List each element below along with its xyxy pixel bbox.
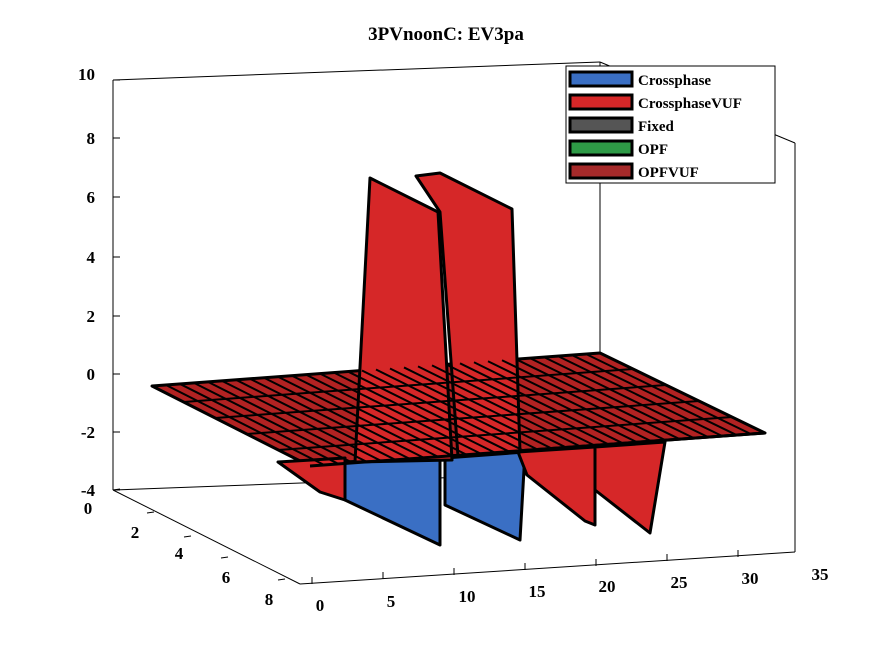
plane-hatch-line <box>183 368 634 403</box>
x-tick-label: 5 <box>387 592 396 611</box>
plane-hatch <box>165 353 752 466</box>
x-tick-label: 25 <box>671 573 688 592</box>
legend-label-crossphasevuf: CrossphaseVUF <box>638 96 742 112</box>
legend-label-opf: OPF <box>638 142 668 158</box>
plane-hatch-line <box>179 383 339 465</box>
y-tick-label: 0 <box>84 499 93 518</box>
plane-hatch-line <box>291 374 453 457</box>
x-tick-label: 20 <box>599 577 616 596</box>
plane-hatch-line <box>375 368 538 451</box>
z-tick-label: 10 <box>78 65 95 84</box>
z-tick-label: -2 <box>81 423 95 442</box>
surface-crossphase-vuf-trough-1 <box>516 445 597 527</box>
y-tick-label: 2 <box>131 523 140 542</box>
y-tick-label: 6 <box>222 568 231 587</box>
x-tick-label: 30 <box>742 569 759 588</box>
plane-hatch-line <box>417 365 581 448</box>
plane-hatch-line <box>571 354 737 436</box>
plane-hatch-line <box>277 375 439 458</box>
plane-hatch-line <box>585 353 752 435</box>
y-tick-mark <box>220 556 229 559</box>
plane-hatch-line <box>431 364 595 447</box>
y-tick-label: 4 <box>175 544 184 563</box>
surface-group <box>150 171 767 547</box>
legend-swatch-fixed <box>568 116 634 134</box>
y-tick-mark <box>277 578 286 581</box>
plane-hatch-line <box>473 361 638 444</box>
z-tick-label: 4 <box>87 248 96 267</box>
plane-hatch-line <box>215 384 667 419</box>
y-tick-mark <box>183 535 192 538</box>
plane-hatch-line <box>305 373 467 456</box>
plane-hatch-line <box>347 370 510 453</box>
plane-hatch-line <box>459 362 624 445</box>
plane-hatch-line <box>389 367 553 450</box>
z-tick-label: 6 <box>87 188 96 207</box>
y-tick-label: 8 <box>265 590 274 609</box>
legend: Crossphase CrossphaseVUF Fixed OPF OPFVU… <box>565 65 776 184</box>
y-ticks: 0 2 4 6 8 <box>84 488 286 609</box>
surface-crossphase-lobe-1 <box>343 455 442 547</box>
surface-crossphase-vuf-left-dip <box>276 456 347 502</box>
plane-hatch-line <box>221 379 382 462</box>
plane-hatch-line <box>557 355 723 437</box>
plane-hatch-line <box>263 376 425 459</box>
legend-swatch-crossphase <box>568 70 634 88</box>
legend-label-crossphase: Crossphase <box>638 73 711 89</box>
plane-hatch-line <box>501 359 666 442</box>
y-axis-line <box>112 489 301 585</box>
y-tick-mark <box>146 511 155 514</box>
z-tick-label: 0 <box>87 365 96 384</box>
plane-hatch-line <box>235 378 396 461</box>
x-tick-label: 35 <box>812 565 829 584</box>
plane-hatch-line <box>333 371 496 454</box>
chart-title: 3PVnoonC: EV3pa <box>368 24 524 45</box>
plane-hatch-line <box>403 366 567 449</box>
plane-hatch-line <box>207 380 368 463</box>
legend-swatch-opf <box>568 139 634 157</box>
surface-crossphase-lobe-2 <box>443 450 527 542</box>
x-tick-label: 10 <box>459 587 476 606</box>
surface-crossphase-vuf-peak-1 <box>353 176 454 464</box>
plane-hatch-line <box>515 358 681 441</box>
plane-hatch-line <box>543 356 709 439</box>
plane-hatch-line <box>487 360 652 443</box>
z-ticks: -4 -2 0 2 4 6 8 10 <box>78 65 120 500</box>
plane-hatch-line <box>165 384 325 466</box>
plane-hatch-line <box>278 416 733 451</box>
plane-hatch-line <box>445 363 610 446</box>
plane-hatch-line <box>319 372 482 455</box>
z-tick-label: -4 <box>81 481 96 500</box>
plane-hatch-line <box>529 357 695 440</box>
plane-hatch-line <box>246 400 700 435</box>
x-axis-line <box>299 551 796 585</box>
back-top-edge <box>112 61 601 81</box>
legend-label-fixed: Fixed <box>638 119 674 135</box>
z-tick-label: 2 <box>87 307 96 326</box>
y-tick-mark <box>112 488 121 491</box>
plane-hatch-line <box>361 369 524 452</box>
plane-hatch-line <box>249 377 410 460</box>
legend-label-opfvuf: OPFVUF <box>638 165 699 181</box>
x-ticks: 0 5 10 15 20 25 30 35 <box>311 550 829 615</box>
z-tick-label: 8 <box>87 129 96 148</box>
legend-swatch-opfvuf <box>568 162 634 180</box>
legend-swatch-crossphasevuf <box>568 93 634 111</box>
surface-crossphase-vuf-trough-2 <box>593 440 667 535</box>
plane-hatch-line <box>193 382 354 464</box>
x-tick-label: 15 <box>529 582 546 601</box>
x-tick-label: 0 <box>316 596 325 615</box>
